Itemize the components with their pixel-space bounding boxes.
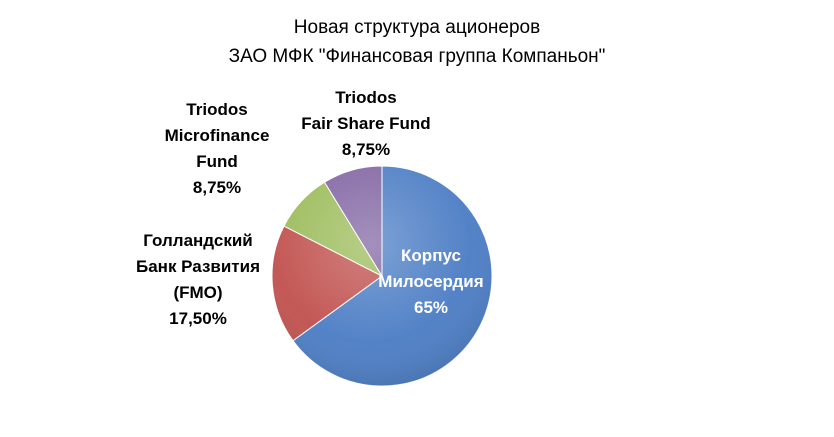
slice-name-line: Microfinance — [165, 126, 270, 145]
slice-name-line: (FMO) — [173, 283, 222, 302]
slice-name-line: Triodos — [335, 88, 396, 107]
slice-value-label: 8,75% — [342, 140, 390, 159]
slice-value-label: 17,50% — [169, 309, 227, 328]
slice-name-line: Корпус — [401, 246, 461, 265]
chart-title-line-1: Новая структура ационеров — [294, 17, 540, 38]
slice-label-triodos-fair-share: Triodos Fair Share Fund 8,75% — [301, 88, 430, 159]
slice-name-line: Triodos — [186, 100, 247, 119]
slice-name-line: Голландский — [143, 231, 253, 250]
slice-value-label: 65% — [414, 298, 448, 317]
slice-label-fmo: Голландский Банк Развития (FMO) 17,50% — [136, 231, 260, 328]
slice-value-label: 8,75% — [193, 178, 241, 197]
slice-label-korpus: Корпус Милосердия 65% — [378, 246, 483, 317]
slice-name-line: Fair Share Fund — [301, 114, 430, 133]
slice-name-line: Милосердия — [378, 272, 483, 291]
chart-title-line-2: ЗАО МФК "Финансовая группа Компаньон" — [229, 46, 606, 67]
slice-name-line: Банк Развития — [136, 257, 260, 276]
slice-label-triodos-microfinance: Triodos Microfinance Fund 8,75% — [165, 100, 270, 197]
slice-name-line: Fund — [196, 152, 238, 171]
